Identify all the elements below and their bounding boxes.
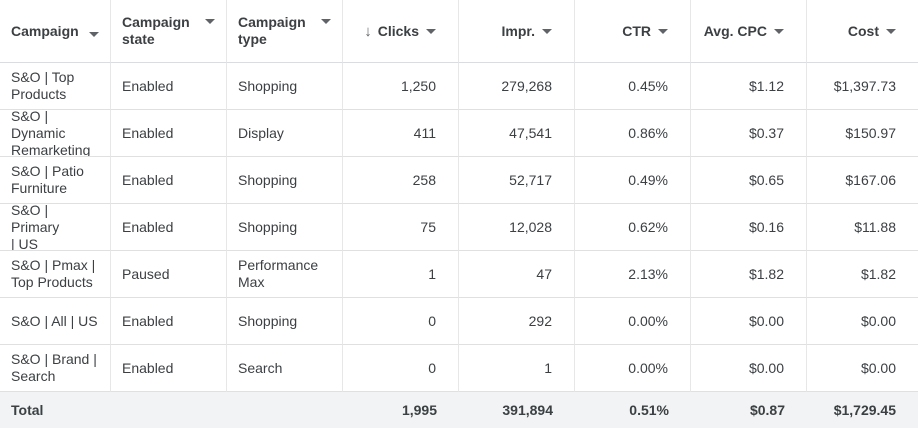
header-avg-cpc-label: Avg. CPC xyxy=(703,22,767,39)
chevron-down-icon[interactable] xyxy=(658,28,668,34)
cell-cost: $1.82 xyxy=(807,251,918,298)
cell-campaign-type: Display xyxy=(227,110,343,157)
cell-campaign-name[interactable]: S&O | Patio Furniture xyxy=(0,157,111,204)
cell-avg-cpc: $0.65 xyxy=(691,157,807,204)
cell-cost: $150.97 xyxy=(807,110,918,157)
chevron-down-icon[interactable] xyxy=(774,28,784,34)
cell-avg-cpc: $0.00 xyxy=(691,298,807,345)
cell-cost: $167.06 xyxy=(807,157,918,204)
header-campaign-type-label: Campaign type xyxy=(238,14,306,47)
total-label: Total xyxy=(0,392,111,428)
cell-ctr: 0.86% xyxy=(575,110,691,157)
cell-campaign-type: Search xyxy=(227,345,343,392)
cell-avg-cpc: $0.37 xyxy=(691,110,807,157)
header-campaign-label: Campaign xyxy=(11,22,79,39)
cell-impressions: 47 xyxy=(459,251,575,298)
cell-campaign-state: Enabled xyxy=(111,110,227,157)
cell-impressions: 292 xyxy=(459,298,575,345)
cell-campaign-state: Paused xyxy=(111,251,227,298)
arrow-down-icon[interactable]: ↓ xyxy=(364,22,372,40)
cell-campaign-name[interactable]: S&O | Dynamic Remarketing xyxy=(0,110,111,157)
cell-clicks: 411 xyxy=(343,110,459,157)
cell-cost: $11.88 xyxy=(807,204,918,251)
cell-ctr: 2.13% xyxy=(575,251,691,298)
cell-campaign-state: Enabled xyxy=(111,157,227,204)
chevron-down-icon[interactable] xyxy=(542,28,552,34)
cell-clicks: 0 xyxy=(343,298,459,345)
cell-cost: $1,397.73 xyxy=(807,63,918,110)
cell-campaign-name[interactable]: S&O | Pmax | Top Products xyxy=(0,251,111,298)
cell-avg-cpc: $0.16 xyxy=(691,204,807,251)
cell-campaign-state: Enabled xyxy=(111,298,227,345)
chevron-down-icon[interactable] xyxy=(426,28,436,34)
header-clicks-label: Clicks xyxy=(377,22,419,39)
cell-clicks: 0 xyxy=(343,345,459,392)
cell-campaign-state: Enabled xyxy=(111,204,227,251)
cell-impressions: 47,541 xyxy=(459,110,575,157)
header-campaign-type[interactable]: Campaign type xyxy=(227,0,343,63)
header-avg-cpc[interactable]: Avg. CPC xyxy=(691,0,807,63)
cell-ctr: 0.00% xyxy=(575,345,691,392)
cell-clicks: 75 xyxy=(343,204,459,251)
cell-cost: $0.00 xyxy=(807,298,918,345)
cell-campaign-type: Shopping xyxy=(227,63,343,110)
cell-campaign-state: Enabled xyxy=(111,63,227,110)
header-ctr-label: CTR xyxy=(622,22,651,39)
cell-campaign-type: Shopping xyxy=(227,298,343,345)
total-campaign-state xyxy=(111,392,227,428)
cell-clicks: 1 xyxy=(343,251,459,298)
header-campaign[interactable]: Campaign xyxy=(0,0,111,63)
header-ctr[interactable]: CTR xyxy=(575,0,691,63)
cell-impressions: 52,717 xyxy=(459,157,575,204)
cell-avg-cpc: $1.12 xyxy=(691,63,807,110)
header-campaign-state[interactable]: Campaign state xyxy=(111,0,227,63)
total-clicks: 1,995 xyxy=(343,392,459,428)
cell-ctr: 0.62% xyxy=(575,204,691,251)
cell-campaign-type: Shopping xyxy=(227,204,343,251)
cell-ctr: 0.49% xyxy=(575,157,691,204)
chevron-down-icon[interactable] xyxy=(205,19,215,24)
cell-campaign-name[interactable]: S&O | Primary | US xyxy=(0,204,111,251)
chevron-down-icon[interactable] xyxy=(88,31,99,37)
total-campaign-type xyxy=(227,392,343,428)
cell-ctr: 0.00% xyxy=(575,298,691,345)
cell-ctr: 0.45% xyxy=(575,63,691,110)
cell-avg-cpc: $1.82 xyxy=(691,251,807,298)
cell-campaign-type: Performance Max xyxy=(227,251,343,298)
cell-impressions: 1 xyxy=(459,345,575,392)
header-impressions[interactable]: Impr. xyxy=(459,0,575,63)
total-cost: $1,729.45 xyxy=(807,392,918,428)
cell-campaign-type: Shopping xyxy=(227,157,343,204)
total-avg-cpc: $0.87 xyxy=(691,392,807,428)
cell-avg-cpc: $0.00 xyxy=(691,345,807,392)
header-clicks[interactable]: ↓ Clicks xyxy=(343,0,459,63)
header-cost-label: Cost xyxy=(847,22,879,39)
cell-campaign-state: Enabled xyxy=(111,345,227,392)
chevron-down-icon[interactable] xyxy=(321,19,331,24)
cell-campaign-name[interactable]: S&O | Brand | Search xyxy=(0,345,111,392)
cell-cost: $0.00 xyxy=(807,345,918,392)
header-campaign-state-label: Campaign state xyxy=(122,14,190,47)
total-impressions: 391,894 xyxy=(459,392,575,428)
total-ctr: 0.51% xyxy=(575,392,691,428)
chevron-down-icon[interactable] xyxy=(886,28,896,34)
header-impressions-label: Impr. xyxy=(501,22,535,39)
cell-impressions: 12,028 xyxy=(459,204,575,251)
cell-clicks: 258 xyxy=(343,157,459,204)
cell-clicks: 1,250 xyxy=(343,63,459,110)
cell-impressions: 279,268 xyxy=(459,63,575,110)
header-cost[interactable]: Cost xyxy=(807,0,918,63)
cell-campaign-name[interactable]: S&O | Top Products xyxy=(0,63,111,110)
cell-campaign-name[interactable]: S&O | All | US xyxy=(0,298,111,345)
